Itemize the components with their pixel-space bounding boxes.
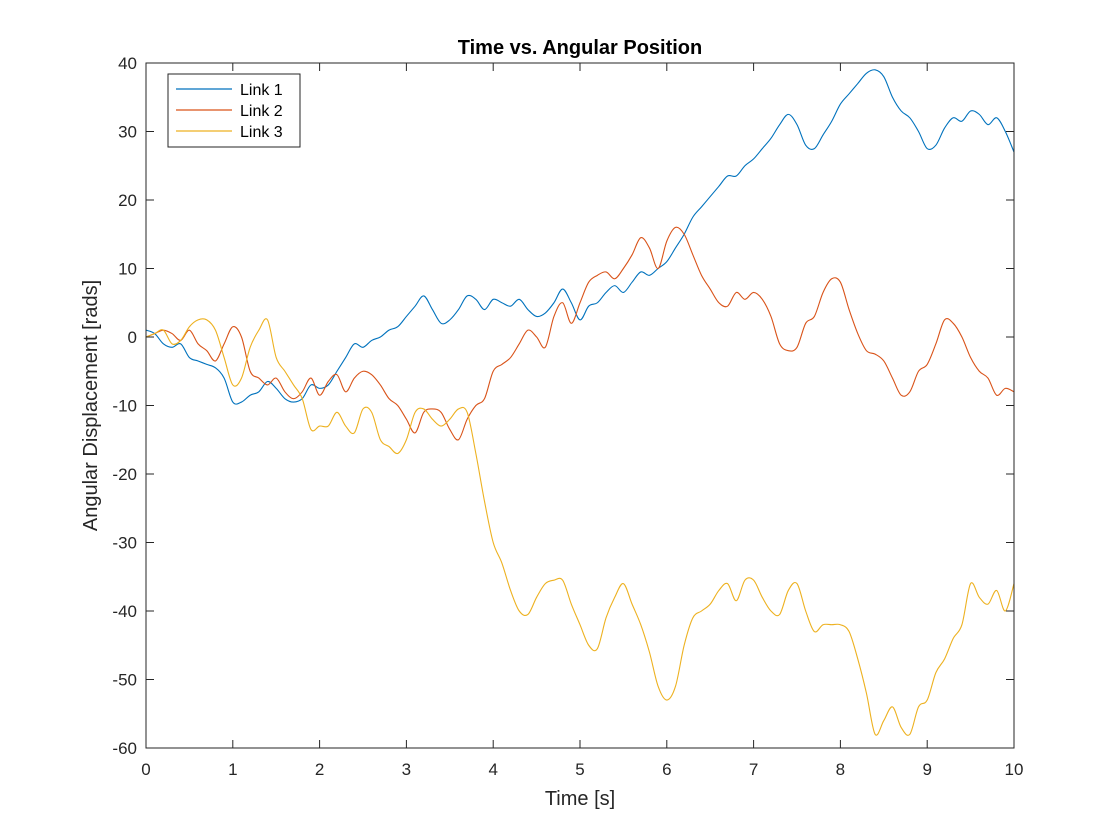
x-tick-label: 4	[488, 760, 497, 779]
y-tick-label: -60	[112, 739, 137, 758]
chart-title: Time vs. Angular Position	[458, 37, 703, 59]
legend: Link 1 Link 2 Link 3	[167, 73, 301, 148]
x-tick-label: 6	[662, 760, 671, 779]
series-line-2	[145, 226, 1015, 441]
x-tick-label: 5	[575, 760, 584, 779]
x-tick-label: 3	[402, 760, 411, 779]
x-tick-label: 9	[922, 760, 931, 779]
y-tick-label: -20	[112, 465, 137, 484]
y-tick-label: -50	[112, 671, 137, 690]
x-axis-label: Time [s]	[545, 788, 615, 810]
y-tick-label: 20	[118, 191, 137, 210]
x-tick-label: 2	[315, 760, 324, 779]
series-line-3	[145, 318, 1015, 736]
series-line-1	[145, 69, 1015, 405]
ticks-layer: 0 1 2 3 4 5 6 7 8 9 10 -60 -50 -40 -30 -20 -10 0 10 20 30 40	[112, 54, 1023, 779]
y-tick-label: -40	[112, 602, 137, 621]
x-tick-label: 0	[141, 760, 150, 779]
plot-area	[146, 63, 1014, 748]
y-tick-label: -10	[112, 397, 137, 416]
series-layer	[145, 69, 1015, 736]
legend-label-3: Link 3	[240, 124, 283, 141]
y-tick-label: 30	[118, 123, 137, 142]
x-tick-label: 7	[749, 760, 758, 779]
y-axis-label: Angular Displacement [rads]	[80, 280, 102, 531]
x-tick-label: 1	[228, 760, 237, 779]
y-tick-label: 40	[118, 54, 137, 73]
y-tick-label: -30	[112, 534, 137, 553]
legend-label-1: Link 1	[240, 82, 283, 99]
x-tick-label: 10	[1005, 760, 1024, 779]
y-tick-label: 0	[128, 328, 137, 347]
x-tick-label: 8	[836, 760, 845, 779]
y-tick-label: 10	[118, 260, 137, 279]
legend-label-2: Link 2	[240, 103, 283, 120]
